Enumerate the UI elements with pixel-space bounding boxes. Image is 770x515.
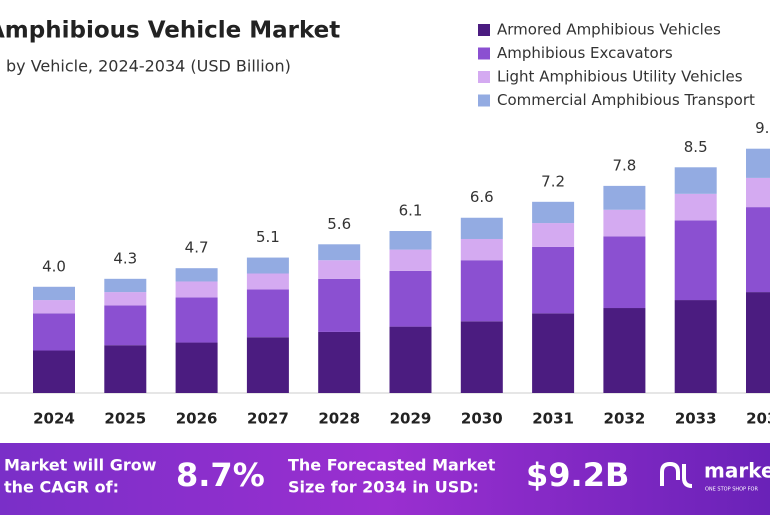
bar-segment xyxy=(246,257,289,274)
total-label: 4.0 xyxy=(42,257,66,275)
bar-segment xyxy=(104,278,147,293)
total-label: 6.1 xyxy=(399,202,423,220)
total-label: 5.1 xyxy=(256,228,280,246)
footer-text: Size for 2034 in USD: xyxy=(288,478,479,497)
x-tick-label: 2032 xyxy=(604,410,646,428)
bar-segment xyxy=(746,292,770,393)
x-tick-label: 2024 xyxy=(33,410,75,428)
total-label: 7.8 xyxy=(612,156,636,174)
total-label: 4.7 xyxy=(185,239,209,257)
bar-segment xyxy=(603,308,646,393)
bar-segment xyxy=(532,223,575,247)
total-label: 7.2 xyxy=(541,172,565,190)
bar-segment xyxy=(603,236,646,309)
bar-segment xyxy=(175,342,218,393)
bar-segment xyxy=(33,286,75,301)
bar-segment xyxy=(603,185,646,210)
bar-segment xyxy=(460,321,503,393)
bar-segment xyxy=(674,220,717,301)
x-tick-label: 2034 xyxy=(746,410,770,428)
bar-segment xyxy=(674,300,717,393)
chart-subtitle: by Vehicle, 2024-2034 (USD Billion) xyxy=(6,57,291,76)
bar-segment xyxy=(674,167,717,194)
total-label: 8.5 xyxy=(684,138,708,156)
total-label: 4.3 xyxy=(113,249,137,267)
bar-segment xyxy=(175,281,218,298)
bar-segment xyxy=(389,249,432,271)
legend-label: Commercial Amphibious Transport xyxy=(497,91,755,109)
legend-label: Amphibious Excavators xyxy=(497,44,673,62)
legend-label: Armored Amphibious Vehicles xyxy=(497,21,721,39)
bar-segment xyxy=(175,297,218,343)
bar-segment xyxy=(532,246,575,314)
bar-segment xyxy=(104,292,147,306)
x-tick-label: 2029 xyxy=(390,410,432,428)
bar-segment xyxy=(532,313,575,393)
bar-segment xyxy=(460,260,503,322)
bar-segment xyxy=(246,337,289,393)
bar-segment xyxy=(674,193,717,221)
footer-band xyxy=(0,443,770,515)
legend-swatch xyxy=(478,94,490,107)
x-tick-label: 2025 xyxy=(104,410,146,428)
bar-segment xyxy=(389,326,432,393)
bar-segment xyxy=(104,305,147,346)
bar-segment xyxy=(532,201,575,224)
forecast-value: $9.2B xyxy=(526,456,629,494)
bar-segment xyxy=(33,350,75,393)
x-tick-label: 2028 xyxy=(318,410,360,428)
legend-swatch xyxy=(478,71,490,83)
bar-segment xyxy=(460,238,503,261)
cagr-value: 8.7% xyxy=(176,456,265,494)
footer-text: The Forecasted Market xyxy=(288,456,496,475)
bar-segment xyxy=(33,313,75,351)
footer-text: Market will Grow xyxy=(4,456,157,475)
total-label: 5.6 xyxy=(327,215,351,233)
bar-segment xyxy=(175,268,218,282)
chart-title: Amphibious Vehicle Market xyxy=(0,18,340,44)
x-tick-label: 2030 xyxy=(461,410,503,428)
bar-segment xyxy=(603,209,646,237)
brand: market xyxy=(704,459,770,483)
bar-segment xyxy=(104,345,147,393)
bar-segment xyxy=(33,300,75,314)
legend-label: Light Amphibious Utility Vehicles xyxy=(497,68,743,86)
bar-segment xyxy=(246,273,289,290)
legend-swatch xyxy=(478,47,490,60)
x-tick-label: 2027 xyxy=(247,410,289,428)
x-tick-label: 2031 xyxy=(532,410,574,428)
bar-segment xyxy=(318,278,361,332)
legend-swatch xyxy=(478,24,490,36)
bar-segment xyxy=(318,260,361,279)
bar-segment xyxy=(246,289,289,338)
total-label: 6.6 xyxy=(470,188,494,206)
bar-segment xyxy=(460,217,503,239)
brand-logo xyxy=(660,461,693,488)
bar-segment xyxy=(746,177,770,208)
x-tick-label: 2026 xyxy=(176,410,218,428)
bar-segment xyxy=(318,244,361,261)
x-tick-label: 2033 xyxy=(675,410,717,428)
tagline: ONE STOP SHOP FOR xyxy=(705,487,758,493)
bar-segment xyxy=(746,148,770,178)
bar-segment xyxy=(318,331,361,393)
bar-segment xyxy=(389,231,432,250)
total-label: 9.2 xyxy=(755,119,770,137)
bar-segment xyxy=(746,207,770,293)
bar-segment xyxy=(389,270,432,327)
footer-text: the CAGR of: xyxy=(4,478,119,497)
